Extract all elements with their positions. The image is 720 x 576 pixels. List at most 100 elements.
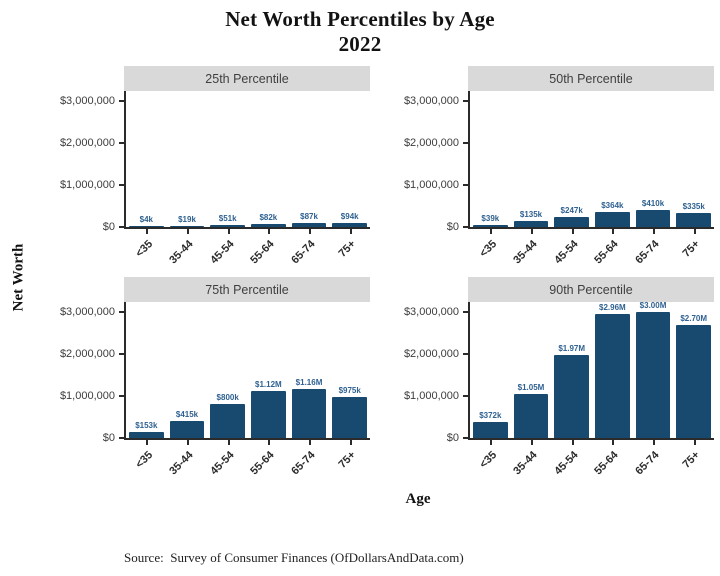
bar-slot: $335k bbox=[673, 91, 714, 227]
bar-value-label: $1.12M bbox=[255, 379, 282, 389]
x-tick-mark bbox=[653, 229, 656, 234]
x-tick: 75+ bbox=[673, 229, 714, 279]
panel-body: 50th Percentile $39k $135k $247k $364k $410k… bbox=[468, 66, 714, 279]
bar bbox=[473, 225, 508, 227]
x-tick: 35-44 bbox=[511, 440, 552, 490]
bar bbox=[332, 223, 367, 227]
plot-area: $4k $19k $51k $82k $87k $94k bbox=[124, 91, 370, 229]
bar-value-label: $87k bbox=[300, 212, 318, 222]
bar-slot: $247k bbox=[551, 91, 592, 227]
y-tick-mark bbox=[463, 184, 468, 186]
x-tick: 65-74 bbox=[289, 229, 330, 279]
x-tick-label: <35 bbox=[133, 449, 155, 471]
panel-header: 25th Percentile bbox=[124, 66, 370, 91]
x-tick: 45-54 bbox=[551, 440, 592, 490]
x-tick-mark bbox=[531, 229, 533, 234]
x-tick: 55-64 bbox=[248, 440, 289, 490]
x-tick-mark bbox=[309, 440, 312, 445]
panel-body: 75th Percentile $153k $415k $800k $1.12M $1.… bbox=[124, 277, 370, 490]
y-tick-label: $1,000,000 bbox=[59, 179, 115, 191]
x-tick-mark bbox=[490, 440, 493, 445]
x-tick: <35 bbox=[126, 440, 167, 490]
panel-title: 90th Percentile bbox=[549, 282, 633, 297]
x-tick-label: 55-64 bbox=[592, 449, 621, 478]
x-tick-label: 45-54 bbox=[207, 449, 237, 478]
panel-row: $3,000,000 $2,000,000 $1,000,000 $0 25th Pe… bbox=[44, 66, 376, 279]
bar-slot: $51k bbox=[207, 91, 248, 227]
source-note: Source: Survey of Consumer Finances (OfD… bbox=[124, 549, 464, 565]
x-tick: 45-54 bbox=[207, 440, 248, 490]
panel-row: $3,000,000 $2,000,000 $1,000,000 $0 50th Pe… bbox=[388, 66, 720, 279]
x-tick-mark bbox=[268, 440, 271, 445]
x-tick-label: 45-54 bbox=[551, 238, 581, 267]
x-tick-label: 65-74 bbox=[289, 449, 318, 478]
bar-slot: $2.70M bbox=[673, 302, 714, 438]
bar bbox=[129, 225, 164, 227]
x-tick-mark bbox=[146, 229, 149, 234]
x-tick-label: 55-64 bbox=[248, 238, 277, 267]
panel-header: 75th Percentile bbox=[124, 277, 370, 302]
plot-area: $372k $1.05M $1.97M $2.96M $3.00M $2.70M bbox=[468, 301, 714, 440]
bar-slot: $1.97M bbox=[551, 302, 592, 438]
bar bbox=[332, 397, 367, 438]
x-axis-ticks: <35 35-44 45-54 55-64 65-74 75+ bbox=[468, 229, 714, 279]
bar-value-label: $372k bbox=[479, 411, 502, 421]
bar bbox=[676, 324, 711, 438]
bar-slot: $1.12M bbox=[248, 302, 289, 438]
y-tick-label: $2,000,000 bbox=[403, 137, 459, 149]
bar bbox=[473, 422, 508, 438]
x-tick-mark bbox=[227, 229, 230, 234]
x-tick-mark bbox=[187, 229, 189, 234]
panel-row: $3,000,000 $2,000,000 $1,000,000 $0 90th Pe… bbox=[388, 277, 720, 490]
bar bbox=[291, 389, 327, 438]
x-tick: <35 bbox=[470, 440, 511, 490]
y-tick-label: $3,000,000 bbox=[59, 306, 115, 318]
chart-title-line1: Net Worth Percentiles by Age bbox=[225, 7, 495, 31]
y-tick-label: $0 bbox=[102, 432, 115, 444]
bar-slot: $153k bbox=[126, 302, 167, 438]
plot-area: $153k $415k $800k $1.12M $1.16M $975k bbox=[124, 302, 370, 440]
y-tick-mark bbox=[463, 437, 468, 439]
x-tick: 65-74 bbox=[289, 440, 330, 490]
bar-slot: $410k bbox=[633, 91, 674, 227]
y-tick-mark bbox=[463, 100, 468, 102]
y-axis: $3,000,000 $2,000,000 $1,000,000 $0 bbox=[388, 302, 468, 444]
x-tick-label: 45-54 bbox=[207, 238, 237, 267]
bar-value-label: $1.97M bbox=[558, 344, 586, 354]
bar-slot: $975k bbox=[329, 302, 370, 438]
x-tick-mark bbox=[268, 229, 271, 234]
x-tick: <35 bbox=[470, 229, 511, 279]
y-tick-mark bbox=[119, 311, 124, 313]
y-tick-label: $1,000,000 bbox=[403, 179, 459, 191]
y-tick-label: $0 bbox=[102, 221, 115, 233]
x-tick-mark bbox=[309, 229, 312, 234]
x-tick-label: 75+ bbox=[680, 449, 703, 471]
bar-value-label: $1.05M bbox=[517, 382, 545, 392]
x-tick-label: 65-74 bbox=[633, 238, 662, 267]
bar-slot: $87k bbox=[289, 91, 330, 227]
y-tick-label: $2,000,000 bbox=[59, 348, 115, 360]
y-tick-label: $2,000,000 bbox=[403, 348, 459, 360]
x-tick-label: 55-64 bbox=[592, 238, 621, 267]
bar bbox=[129, 431, 164, 438]
bar-value-label: $51k bbox=[218, 213, 237, 223]
panel-title: 75th Percentile bbox=[205, 282, 289, 297]
chart-title-line2: 2022 bbox=[338, 31, 382, 56]
y-tick-label: $0 bbox=[446, 432, 459, 444]
x-tick: 65-74 bbox=[633, 229, 674, 279]
y-tick-mark bbox=[463, 226, 468, 228]
bar-value-label: $82k bbox=[259, 212, 278, 222]
y-tick-mark bbox=[119, 226, 124, 228]
x-tick: 35-44 bbox=[167, 440, 208, 490]
y-tick-label: $3,000,000 bbox=[403, 95, 459, 107]
bar-value-label: $4k bbox=[139, 214, 154, 224]
y-tick-label: $3,000,000 bbox=[403, 306, 459, 318]
y-tick-label: $0 bbox=[446, 221, 459, 233]
bar-value-label: $247k bbox=[560, 205, 583, 215]
x-axis-ticks: <35 35-44 45-54 55-64 65-74 75+ bbox=[124, 229, 370, 279]
bar-slot: $364k bbox=[592, 91, 633, 227]
bar bbox=[210, 404, 245, 438]
x-tick-label: 35-44 bbox=[167, 449, 196, 478]
y-tick-mark bbox=[463, 142, 468, 144]
